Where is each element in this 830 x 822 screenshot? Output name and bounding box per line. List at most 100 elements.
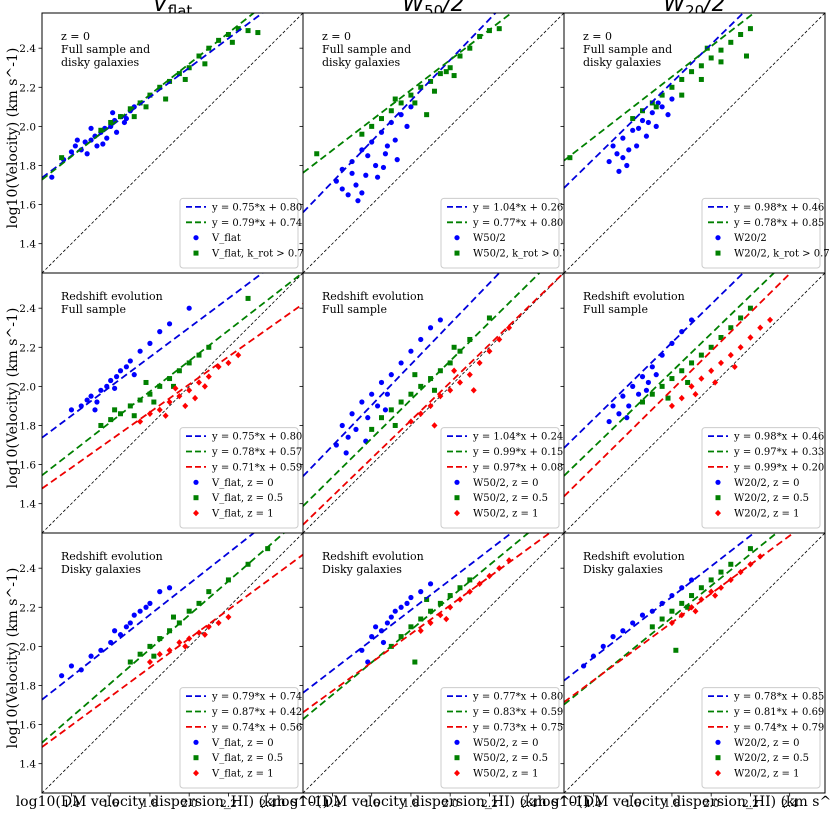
data-point bbox=[412, 372, 418, 378]
data-point bbox=[635, 391, 642, 397]
data-point bbox=[456, 379, 463, 386]
data-point bbox=[162, 412, 169, 419]
data-point bbox=[747, 26, 753, 32]
legend: y = 0.78*x + 0.85 y = 0.81*x + 0.69 y = 0.… bbox=[701, 687, 824, 789]
data-point bbox=[634, 143, 640, 149]
data-point bbox=[738, 32, 744, 38]
legend-label: W50/2, z = 0.5 bbox=[473, 753, 548, 764]
data-point bbox=[616, 411, 622, 417]
data-point bbox=[408, 348, 414, 354]
data-point bbox=[668, 402, 675, 410]
data-point bbox=[620, 628, 626, 634]
data-point bbox=[84, 397, 90, 403]
legend-label: V_flat, z = 0 bbox=[211, 738, 274, 749]
legend-label: y = 1.04*x + 0.26 bbox=[472, 202, 563, 213]
data-point bbox=[196, 600, 202, 606]
data-point bbox=[728, 39, 734, 45]
data-point bbox=[737, 344, 744, 351]
one-to-one-line bbox=[42, 533, 303, 793]
legend-label: W50/2, z = 0 bbox=[473, 738, 538, 749]
data-point bbox=[639, 612, 646, 618]
y-tick-label: 2.4 bbox=[19, 303, 36, 315]
data-point bbox=[68, 407, 75, 413]
y-axis-label-row-2: log10(Velocity) (km s^-1) bbox=[5, 308, 21, 489]
data-point bbox=[708, 344, 714, 350]
data-point bbox=[447, 604, 454, 611]
data-point bbox=[669, 96, 675, 102]
data-point bbox=[685, 604, 691, 610]
data-point bbox=[359, 399, 365, 405]
x-tick-label: 1.6 bbox=[363, 798, 380, 810]
legend-label: y = 0.87*x + 0.42 bbox=[211, 707, 302, 718]
data-point bbox=[437, 317, 443, 323]
data-point bbox=[88, 653, 94, 659]
y-tick-label: 2.0 bbox=[19, 121, 36, 133]
fit-line-2 bbox=[42, 533, 286, 744]
data-point bbox=[757, 324, 764, 331]
data-point bbox=[225, 613, 232, 621]
data-point bbox=[137, 651, 143, 657]
legend-box bbox=[440, 427, 560, 529]
legend-label: V_flat, k_rot > 0.7 bbox=[211, 249, 304, 260]
legend-label: y = 0.74*x + 0.79 bbox=[733, 722, 824, 733]
data-point bbox=[567, 155, 573, 161]
data-point bbox=[698, 352, 704, 358]
data-point bbox=[84, 151, 90, 157]
data-point bbox=[610, 403, 616, 409]
y-tick-label: 1.6 bbox=[19, 460, 36, 472]
data-point bbox=[624, 162, 630, 169]
data-point bbox=[496, 26, 502, 32]
data-point bbox=[610, 143, 616, 149]
data-point bbox=[201, 383, 208, 390]
legend-label: y = 0.78*x + 0.57 bbox=[211, 447, 302, 458]
legend-box bbox=[440, 687, 560, 789]
data-point bbox=[245, 28, 251, 34]
data-point bbox=[679, 76, 685, 82]
y-tick-label: 1.8 bbox=[19, 420, 36, 432]
data-point bbox=[408, 104, 414, 110]
data-point bbox=[392, 96, 398, 102]
data-point bbox=[147, 391, 153, 397]
data-point bbox=[408, 624, 414, 630]
legend-label: W20/2, k_rot > 0.7 bbox=[734, 249, 830, 260]
panel-annotation: Full sample bbox=[583, 303, 648, 316]
data-point bbox=[685, 379, 691, 385]
legend-marker bbox=[454, 755, 460, 761]
x-tick-label: 1.8 bbox=[664, 798, 681, 810]
data-point bbox=[345, 192, 351, 198]
data-point bbox=[424, 596, 430, 602]
legend-marker bbox=[454, 509, 460, 517]
data-point bbox=[428, 608, 434, 614]
series-3 bbox=[137, 351, 242, 425]
data-point bbox=[669, 84, 675, 90]
y-tick-label: 2.0 bbox=[19, 381, 36, 393]
panel-r2c1: 1.41.61.82.02.22.41.41.61.82.02.22.4Reds… bbox=[19, 272, 304, 550]
legend-marker bbox=[193, 250, 199, 256]
data-point bbox=[369, 426, 375, 432]
data-point bbox=[186, 387, 193, 394]
data-point bbox=[659, 383, 665, 389]
data-point bbox=[447, 65, 453, 71]
data-point bbox=[137, 608, 143, 614]
data-point bbox=[373, 162, 379, 169]
data-point bbox=[417, 410, 424, 417]
series-2 bbox=[314, 26, 502, 157]
legend-label: V_flat bbox=[211, 233, 241, 244]
data-point bbox=[170, 614, 176, 620]
data-point bbox=[166, 585, 173, 591]
legend-marker bbox=[715, 479, 721, 485]
data-point bbox=[678, 394, 685, 402]
plot-frame bbox=[563, 532, 826, 794]
data-point bbox=[669, 376, 675, 382]
data-point bbox=[374, 174, 381, 180]
data-point bbox=[339, 186, 345, 192]
data-point bbox=[635, 125, 642, 131]
data-point bbox=[645, 119, 651, 126]
data-point bbox=[418, 383, 424, 389]
data-point bbox=[147, 643, 153, 649]
data-point bbox=[653, 372, 659, 378]
data-point bbox=[639, 117, 646, 124]
panel-annotation: z = 0 bbox=[322, 30, 351, 43]
panel-annotation: Full sample and bbox=[322, 43, 411, 56]
data-point bbox=[365, 415, 371, 421]
